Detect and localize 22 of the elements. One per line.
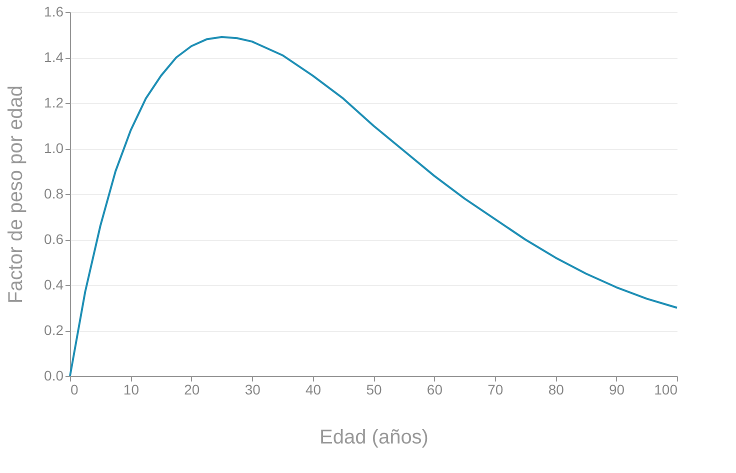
- y-axis-title: Factor de peso por edad: [5, 86, 28, 304]
- x-tick-label: 100: [654, 382, 678, 398]
- y-tick-label: 0.0: [44, 368, 64, 384]
- y-tick-label: 0.2: [44, 322, 64, 338]
- x-tick-label: 50: [366, 382, 382, 398]
- x-tick-label: 90: [609, 382, 625, 398]
- x-tick-label: 0: [70, 382, 78, 398]
- y-tick-label: 1.2: [44, 94, 64, 110]
- x-tick-label: 20: [184, 382, 200, 398]
- y-tick-label: 0.6: [44, 231, 64, 247]
- x-tick-label: 70: [488, 382, 504, 398]
- x-tick-label: 80: [548, 382, 564, 398]
- y-tick-label: 0.8: [44, 186, 64, 202]
- x-axis-title: Edad (años): [320, 426, 428, 448]
- y-tick-label: 1.6: [44, 4, 64, 20]
- y-tick-label: 1.4: [44, 49, 64, 65]
- x-tick-label: 10: [123, 382, 140, 398]
- x-tick-label: 60: [426, 382, 443, 398]
- y-tick-label: 1.0: [44, 140, 64, 156]
- x-tick-label: 30: [244, 382, 261, 398]
- y-tick-label: 0.4: [44, 276, 64, 292]
- x-tick-label: 40: [306, 382, 322, 398]
